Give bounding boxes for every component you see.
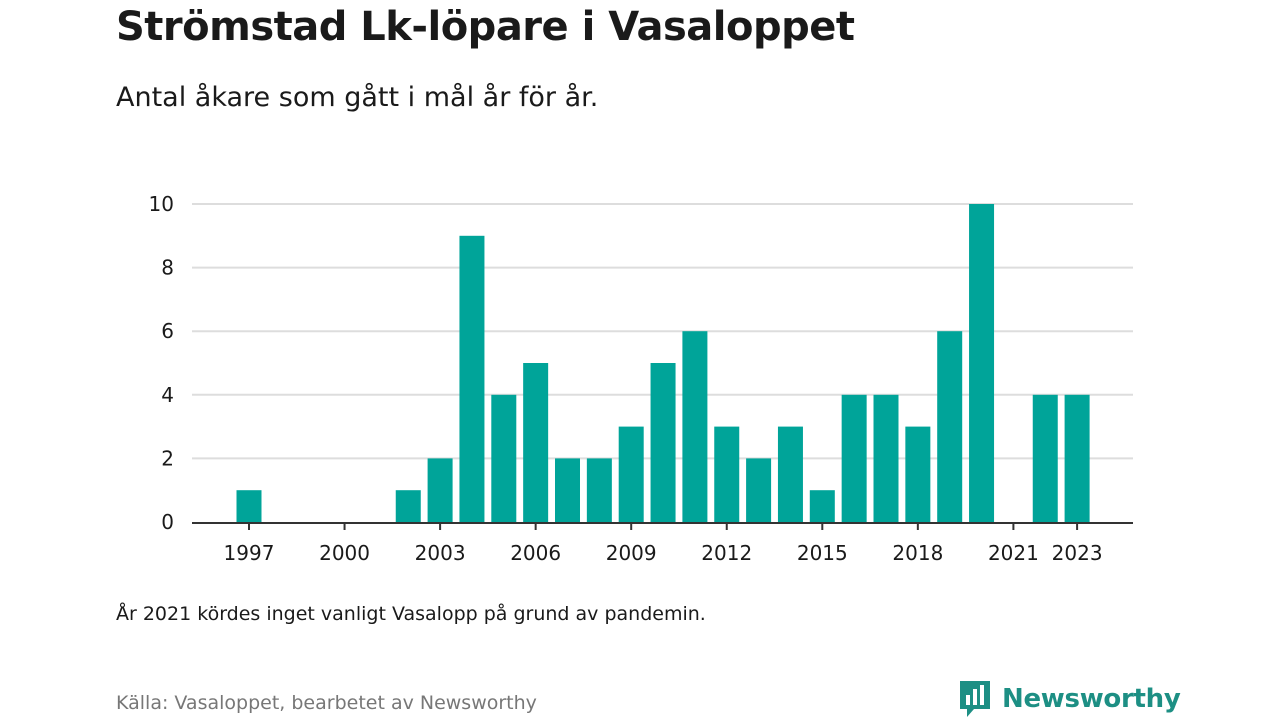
x-tick-label-2018: 2018	[892, 541, 943, 565]
bar-2007	[555, 458, 580, 522]
y-tick-label-2: 2	[161, 446, 174, 470]
bar-2015	[809, 490, 835, 522]
bar-2005	[491, 394, 517, 522]
chart-subtitle: Antal åkare som gått i mål år för år.	[116, 82, 599, 113]
bar-2014	[777, 426, 803, 522]
bar-2002	[395, 490, 421, 522]
x-tick-label-2009: 2009	[606, 541, 657, 565]
x-tick-label-2015: 2015	[797, 541, 848, 565]
bar-2013	[746, 458, 772, 522]
bar-2017	[873, 394, 899, 522]
y-tick-label-4: 4	[161, 383, 174, 407]
x-tick-label-2000: 2000	[319, 541, 370, 565]
bar-chart: 0 2 4 6 8 10 1997 2000 2003 2006 2009 2012 2015 2018…	[149, 192, 1133, 565]
footnote: År 2021 kördes inget vanligt Vasalopp på…	[116, 603, 706, 625]
bar-2008	[586, 458, 612, 522]
x-tick-label-2003: 2003	[415, 541, 466, 565]
bar-2022	[1032, 394, 1058, 522]
bar-2004	[459, 235, 485, 523]
y-axis-labels: 0 2 4 6 8 10	[149, 192, 174, 534]
brand-name: Newsworthy	[1002, 684, 1181, 714]
bar-2019	[937, 331, 963, 522]
bar-2011	[682, 331, 708, 522]
y-tick-label-8: 8	[161, 256, 174, 280]
bar-1997	[236, 490, 262, 522]
bar-2003	[427, 458, 453, 522]
bar-2012	[714, 426, 740, 522]
source-credit: Källa: Vasaloppet, bearbetet av Newswort…	[116, 692, 537, 714]
bar-2006	[523, 363, 549, 522]
x-tick-label-2021: 2021	[988, 541, 1039, 565]
brand: Newsworthy	[958, 679, 1181, 719]
x-axis-labels: 1997 2000 2003 2006 2009 2012 2015 2018 2021 2023	[224, 541, 1103, 565]
bar-2020	[969, 204, 995, 522]
x-axis	[192, 522, 1133, 530]
y-tick-label-0: 0	[161, 510, 174, 534]
x-tick-label-2023: 2023	[1052, 541, 1103, 565]
bar-2018	[905, 426, 931, 522]
bar-2010	[650, 363, 676, 522]
x-tick-label-2006: 2006	[510, 541, 561, 565]
y-tick-label-10: 10	[149, 192, 174, 216]
chart-title: Strömstad Lk-löpare i Vasaloppet	[116, 4, 855, 50]
y-tick-label-6: 6	[161, 319, 174, 343]
bar-2009	[618, 426, 644, 522]
x-tick-label-2012: 2012	[701, 541, 752, 565]
newsworthy-logo-icon	[960, 681, 990, 717]
bar-2023	[1064, 394, 1090, 522]
bars	[236, 204, 1090, 523]
bar-2016	[841, 394, 867, 522]
x-tick-label-1997: 1997	[224, 541, 275, 565]
